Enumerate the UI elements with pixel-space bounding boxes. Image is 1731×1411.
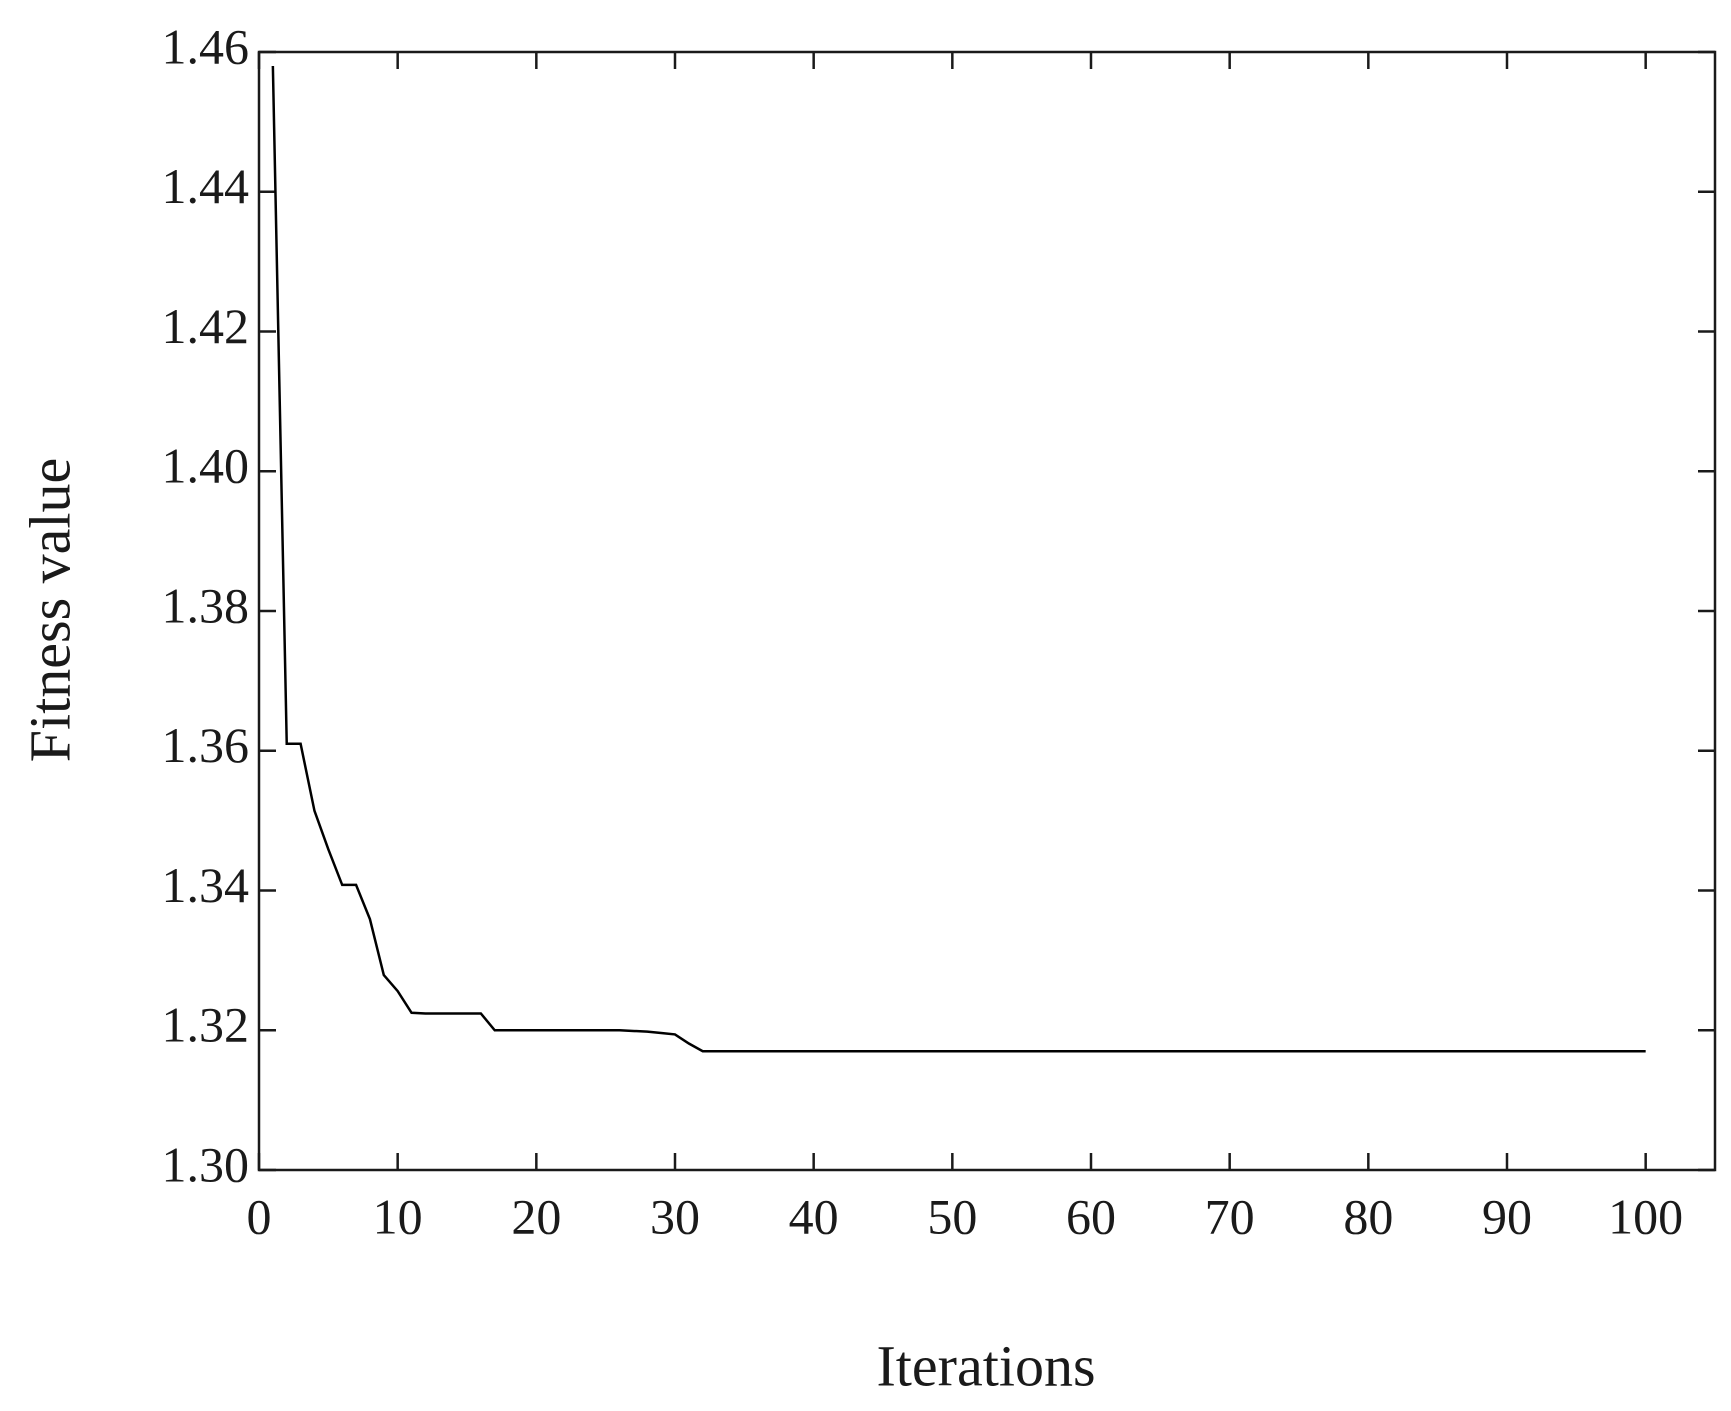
x-axis-title: Iterations [876,1333,1095,1398]
plot-frame [257,50,1717,1172]
x-tick-label: 50 [927,1188,977,1244]
x-tick-label: 30 [650,1188,700,1244]
x-tick-label: 100 [1608,1188,1683,1244]
y-tick-label: 1.38 [162,577,250,633]
y-tick-label: 1.44 [162,158,250,214]
y-tick-label: 1.34 [162,857,250,913]
y-tick-label: 1.36 [162,717,250,773]
x-tick-label: 20 [511,1188,561,1244]
y-tick-label: 1.46 [162,18,250,74]
y-tick-label: 1.42 [162,298,250,354]
y-axis-title: Fitness value [17,458,82,762]
y-tick-label: 1.32 [162,997,250,1053]
x-tick-label: 80 [1343,1188,1393,1244]
y-tick-label: 1.40 [162,438,250,494]
x-tick-label: 0 [247,1188,272,1244]
x-tick-label: 70 [1205,1188,1255,1244]
x-tick-label: 10 [373,1188,423,1244]
x-tick-label: 90 [1482,1188,1532,1244]
y-tick-label: 1.30 [162,1136,250,1192]
line [271,65,1646,1053]
x-tick-label: 40 [789,1188,839,1244]
x-tick-label: 60 [1066,1188,1116,1244]
